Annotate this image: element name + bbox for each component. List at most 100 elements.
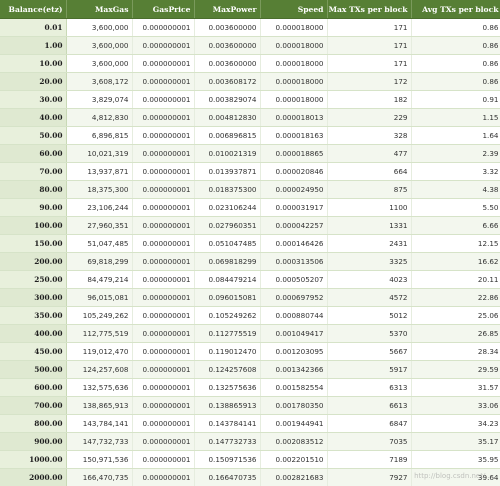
balance-cell: 700.00 xyxy=(0,396,67,415)
gas-price-cell: 0.000000001 xyxy=(132,342,195,361)
table-row: 700.00 138,865,913 0.000000001 0.138865913 0… xyxy=(0,396,500,415)
max-gas-cell: 105,249,262 xyxy=(66,306,133,325)
max-power-cell: 0.150971536 xyxy=(194,450,261,469)
gas-price-cell: 0.000000001 xyxy=(132,378,195,397)
speed-cell: 0.001780350 xyxy=(260,396,328,415)
max-txs-cell: 6847 xyxy=(327,414,412,433)
balance-cell: 200.00 xyxy=(0,252,67,271)
max-gas-cell: 6,896,815 xyxy=(66,126,133,145)
max-txs-cell: 477 xyxy=(327,144,412,163)
avg-txs-cell: 22.86 xyxy=(411,288,500,307)
balance-cell: 70.00 xyxy=(0,162,67,181)
speed-cell: 0.000018013 xyxy=(260,108,328,127)
column-header-balance[interactable]: Balance(etz) xyxy=(0,0,67,19)
table-header: Balance(etz) MaxGas GasPrice MaxPower Sp… xyxy=(0,0,500,19)
balance-cell: 1.00 xyxy=(0,36,67,55)
max-txs-cell: 5012 xyxy=(327,306,412,325)
gas-price-cell: 0.000000001 xyxy=(132,270,195,289)
speed-cell: 0.000018000 xyxy=(260,90,328,109)
avg-txs-cell: 6.66 xyxy=(411,216,500,235)
balance-cell: 500.00 xyxy=(0,360,67,379)
max-gas-cell: 3,600,000 xyxy=(66,18,133,37)
max-txs-cell: 7035 xyxy=(327,432,412,451)
table-row: 90.00 23,106,244 0.000000001 0.023106244 0.0… xyxy=(0,198,500,217)
max-gas-cell: 3,600,000 xyxy=(66,54,133,73)
max-txs-cell: 7189 xyxy=(327,450,412,469)
balance-cell: 600.00 xyxy=(0,378,67,397)
header-row: Balance(etz) MaxGas GasPrice MaxPower Sp… xyxy=(0,0,500,19)
speed-cell: 0.000018000 xyxy=(260,36,328,55)
speed-cell: 0.000024950 xyxy=(260,180,328,199)
balance-cell: 10.00 xyxy=(0,54,67,73)
max-txs-cell: 6313 xyxy=(327,378,412,397)
max-gas-cell: 10,021,319 xyxy=(66,144,133,163)
avg-txs-cell: 1.15 xyxy=(411,108,500,127)
gas-price-cell: 0.000000001 xyxy=(132,234,195,253)
avg-txs-cell: 3.32 xyxy=(411,162,500,181)
max-power-cell: 0.069818299 xyxy=(194,252,261,271)
table-row: 450.00 119,012,470 0.000000001 0.119012470 0… xyxy=(0,342,500,361)
table-row: 30.00 3,829,074 0.000000001 0.003829074 0.00… xyxy=(0,90,500,109)
column-header-gas-price[interactable]: GasPrice xyxy=(132,0,195,19)
avg-txs-cell: 35.95 xyxy=(411,450,500,469)
max-power-cell: 0.147732733 xyxy=(194,432,261,451)
avg-txs-cell: 0.86 xyxy=(411,54,500,73)
table-row: 300.00 96,015,081 0.000000001 0.096015081 0.… xyxy=(0,288,500,307)
table-row: 800.00 143,784,141 0.000000001 0.143784141 0… xyxy=(0,414,500,433)
avg-txs-cell: 0.86 xyxy=(411,72,500,91)
table-row: 900.00 147,732,733 0.000000001 0.147732733 0… xyxy=(0,432,500,451)
avg-txs-cell: 29.59 xyxy=(411,360,500,379)
column-header-max-gas[interactable]: MaxGas xyxy=(66,0,133,19)
max-gas-cell: 112,775,519 xyxy=(66,324,133,343)
column-header-speed[interactable]: Speed xyxy=(260,0,328,19)
speed-cell: 0.001944941 xyxy=(260,414,328,433)
max-txs-cell: 1331 xyxy=(327,216,412,235)
table-row: 40.00 4,812,830 0.000000001 0.004812830 0.00… xyxy=(0,108,500,127)
balance-cell: 20.00 xyxy=(0,72,67,91)
table-row: 150.00 51,047,485 0.000000001 0.051047485 0.… xyxy=(0,234,500,253)
max-txs-cell: 5667 xyxy=(327,342,412,361)
max-txs-cell: 6613 xyxy=(327,396,412,415)
max-power-cell: 0.003600000 xyxy=(194,54,261,73)
column-header-max-txs[interactable]: Max TXs per block xyxy=(327,0,412,19)
table-row: 250.00 84,479,214 0.000000001 0.084479214 0.… xyxy=(0,270,500,289)
speed-cell: 0.000697952 xyxy=(260,288,328,307)
balance-cell: 50.00 xyxy=(0,126,67,145)
column-header-max-power[interactable]: MaxPower xyxy=(194,0,261,19)
speed-cell: 0.001582554 xyxy=(260,378,328,397)
gas-price-cell: 0.000000001 xyxy=(132,432,195,451)
avg-txs-cell: 39.64 xyxy=(411,468,500,486)
speed-cell: 0.000018000 xyxy=(260,54,328,73)
table-row: 400.00 112,775,519 0.000000001 0.112775519 0… xyxy=(0,324,500,343)
table-row: 20.00 3,608,172 0.000000001 0.003608172 0.00… xyxy=(0,72,500,91)
column-header-avg-txs[interactable]: Avg TXs per block xyxy=(411,0,500,19)
speed-cell: 0.000020846 xyxy=(260,162,328,181)
speed-cell: 0.002083512 xyxy=(260,432,328,451)
balance-cell: 300.00 xyxy=(0,288,67,307)
balance-cell: 30.00 xyxy=(0,90,67,109)
max-gas-cell: 13,937,871 xyxy=(66,162,133,181)
max-gas-cell: 124,257,608 xyxy=(66,360,133,379)
max-power-cell: 0.027960351 xyxy=(194,216,261,235)
table-row: 350.00 105,249,262 0.000000001 0.105249262 0… xyxy=(0,306,500,325)
avg-txs-cell: 1.64 xyxy=(411,126,500,145)
balance-cell: 400.00 xyxy=(0,324,67,343)
max-power-cell: 0.112775519 xyxy=(194,324,261,343)
gas-price-cell: 0.000000001 xyxy=(132,18,195,37)
gas-price-cell: 0.000000001 xyxy=(132,126,195,145)
speed-cell: 0.000018865 xyxy=(260,144,328,163)
table-row: 10.00 3,600,000 0.000000001 0.003600000 0.00… xyxy=(0,54,500,73)
gas-price-cell: 0.000000001 xyxy=(132,288,195,307)
speed-cell: 0.002201510 xyxy=(260,450,328,469)
max-power-cell: 0.119012470 xyxy=(194,342,261,361)
gas-price-cell: 0.000000001 xyxy=(132,216,195,235)
max-power-cell: 0.003600000 xyxy=(194,18,261,37)
gas-price-cell: 0.000000001 xyxy=(132,144,195,163)
max-txs-cell: 4572 xyxy=(327,288,412,307)
max-power-cell: 0.006896815 xyxy=(194,126,261,145)
table-row: 60.00 10,021,319 0.000000001 0.010021319 0.0… xyxy=(0,144,500,163)
balance-cell: 90.00 xyxy=(0,198,67,217)
max-txs-cell: 664 xyxy=(327,162,412,181)
